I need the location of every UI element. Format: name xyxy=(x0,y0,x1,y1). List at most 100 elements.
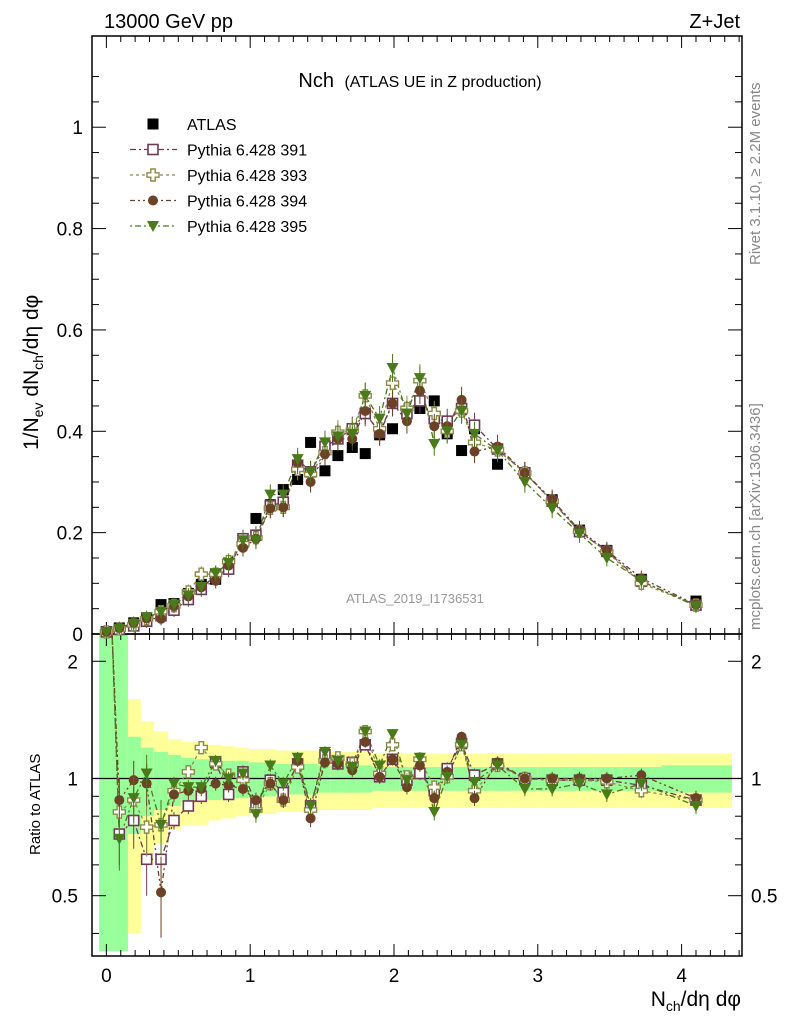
data-point xyxy=(413,373,426,385)
ratio-point xyxy=(468,776,481,788)
data-point xyxy=(249,535,262,547)
data-point xyxy=(156,613,167,624)
ratio-point xyxy=(168,814,180,827)
ratio-point xyxy=(155,819,168,831)
data-point xyxy=(374,428,385,439)
data-point xyxy=(250,512,262,524)
x-tick-label: 1 xyxy=(245,966,256,987)
legend-marker xyxy=(146,168,160,182)
series-line-ratio-entry xyxy=(111,633,120,839)
legend-label: Pythia 6.428 391 xyxy=(187,143,307,160)
main-ylabel: 1/Nev dNch/dη dφ xyxy=(20,295,46,450)
data-point xyxy=(468,428,481,440)
ratio-tick-label-right: 0.5 xyxy=(751,887,777,908)
ratio-point xyxy=(113,833,126,845)
x-axis-label: Nch/dη dφ xyxy=(651,988,741,1014)
ratio-point xyxy=(181,765,196,779)
ratio-point xyxy=(318,746,331,758)
ratio-band-inner xyxy=(248,762,264,797)
y-tick-label: 0 xyxy=(72,625,83,646)
ratio-point xyxy=(140,768,153,780)
data-point xyxy=(492,458,504,470)
ratio-point xyxy=(304,800,317,812)
data-point xyxy=(318,437,331,449)
ratio-point xyxy=(209,755,222,767)
ratio-band-inner xyxy=(153,751,169,810)
ratio-point xyxy=(600,789,613,801)
series-line-ratio-entry xyxy=(111,633,120,801)
ratio-point xyxy=(601,773,612,784)
data-point xyxy=(304,466,317,478)
ratio-point xyxy=(346,762,359,774)
legend-label: Pythia 6.428 394 xyxy=(187,194,307,211)
x-tick-label: 4 xyxy=(676,966,687,987)
ratio-point xyxy=(400,775,413,787)
ratio-point xyxy=(456,731,467,742)
data-point xyxy=(195,581,208,593)
ratio-point xyxy=(168,789,179,800)
ratio-point xyxy=(441,771,454,783)
chart-title: Nch (ATLAS UE in Z production) xyxy=(298,70,541,92)
ratio-point xyxy=(278,795,289,806)
data-point xyxy=(491,445,504,457)
data-point xyxy=(546,503,559,515)
data-point xyxy=(373,413,386,425)
ratio-point xyxy=(519,773,530,784)
data-point xyxy=(127,618,140,630)
axis-ticks xyxy=(92,36,742,956)
series-line-ratio xyxy=(118,729,697,840)
data-point xyxy=(291,454,304,466)
data-point xyxy=(455,406,468,418)
ratio-point xyxy=(237,783,248,794)
data-point xyxy=(456,445,468,457)
data-point xyxy=(385,376,400,390)
data-point xyxy=(305,436,317,448)
ratio-point xyxy=(331,755,344,767)
data-point xyxy=(359,448,371,460)
ratio-band-inner xyxy=(303,763,318,795)
ratio-point xyxy=(236,768,249,780)
data-point xyxy=(573,528,586,540)
data-point xyxy=(113,623,126,635)
legend-label: Pythia 6.428 395 xyxy=(187,219,307,236)
ratio-point xyxy=(387,754,398,765)
data-point xyxy=(427,406,441,421)
ratio-point xyxy=(222,773,235,785)
data-point xyxy=(265,503,276,514)
ratio-point xyxy=(195,782,208,794)
ratio-point xyxy=(249,809,262,821)
ratio-point xyxy=(250,795,261,806)
ratio-point xyxy=(491,760,504,772)
ratio-point xyxy=(265,778,276,789)
ratio-point xyxy=(374,771,385,782)
ratio-point xyxy=(194,740,208,755)
data-point xyxy=(387,398,398,409)
data-point xyxy=(236,535,249,547)
ratio-tick-label-left: 1 xyxy=(67,769,78,790)
series-line-ratio xyxy=(118,741,697,860)
data-point xyxy=(518,476,531,488)
axis-tick-labels: 0 1 2 3 4 0 0.2 0.4 0.6 0.8 1 0.5 0.5 1 1 2 2 xyxy=(52,118,778,987)
ratio-point xyxy=(373,760,386,772)
ratio-point xyxy=(210,778,221,789)
ratio-tick-label-right: 2 xyxy=(751,652,762,673)
ratio-point xyxy=(427,780,441,794)
data-point xyxy=(441,426,454,438)
ratio-point xyxy=(428,807,441,819)
ratio-point xyxy=(455,739,468,751)
ratio-band-inner xyxy=(127,736,141,835)
legend: ATLAS Pythia 6.428 391 Pythia 6.428 393 Pyt… xyxy=(130,117,307,236)
ratio-point xyxy=(429,793,440,804)
legend-marker xyxy=(147,118,159,130)
data-point xyxy=(194,567,208,581)
data-point xyxy=(264,489,277,501)
legend-label: ATLAS xyxy=(187,117,237,134)
ratio-point xyxy=(385,738,400,752)
y-tick-label: 0.2 xyxy=(57,524,83,545)
ratio-band-inner xyxy=(113,634,128,952)
legend-marker xyxy=(147,143,159,156)
ratio-point xyxy=(413,752,426,764)
ratio-point xyxy=(305,813,316,824)
ratio-point xyxy=(182,782,195,794)
ratio-point xyxy=(573,778,586,790)
